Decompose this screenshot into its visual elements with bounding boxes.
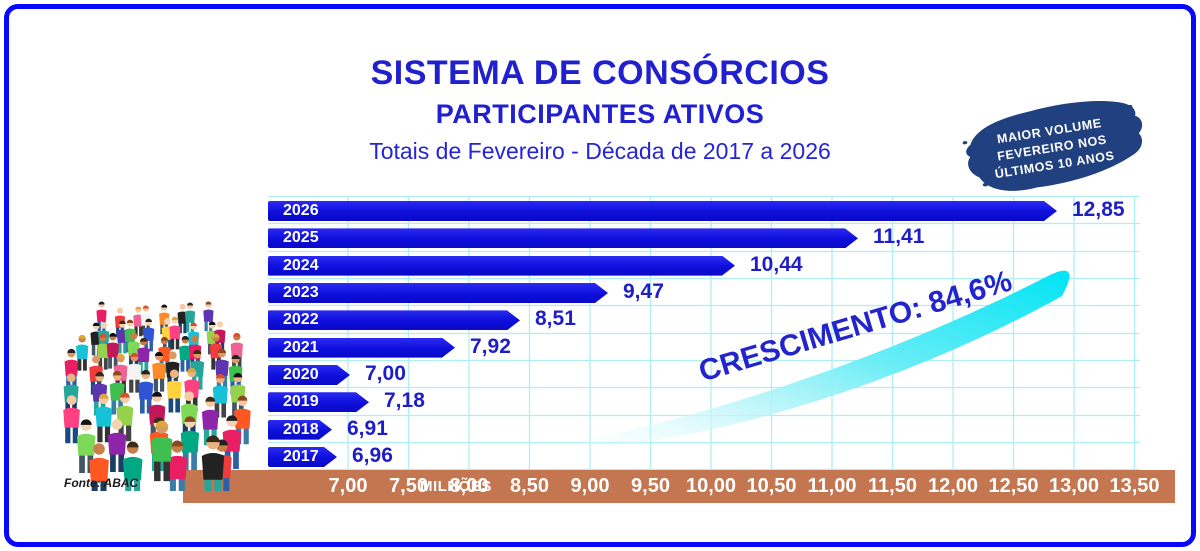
person-figure: [151, 420, 173, 482]
person-figure: [212, 373, 228, 418]
person-figure: [167, 440, 188, 491]
bar-value-label: 11,41: [873, 225, 925, 249]
axis-tick-11,50: 11,50: [868, 475, 917, 497]
person-figure: [106, 332, 119, 369]
bar-value-label: 10,44: [750, 252, 803, 276]
bar-year-label: 2018: [283, 420, 319, 438]
title-block: SISTEMA DE CONSÓRCIOS PARTICIPANTES ATIV…: [0, 54, 1200, 165]
bar-2020: 2020: [268, 365, 350, 385]
bar-2017: 2017: [268, 447, 337, 467]
axis-tick-13,00: 13,00: [1048, 475, 1100, 497]
bar-value-label: 12,85: [1072, 198, 1125, 221]
brush-stroke-icon: [962, 101, 1143, 191]
growth-swoosh-icon: [587, 270, 1070, 448]
person-figure: [201, 435, 225, 491]
person-figure: [138, 369, 154, 414]
person-figure: [234, 395, 251, 445]
person-figure: [152, 351, 166, 392]
bar-2022: 2022: [268, 310, 520, 330]
axis-tick-8,00: 8,00: [449, 475, 489, 497]
person-figure: [122, 441, 143, 491]
axis-tick-7,00: 7,00: [328, 475, 368, 497]
bar-value-label: 8,51: [535, 307, 576, 331]
person-figure: [169, 316, 181, 350]
bar-year-label: 2017: [283, 447, 319, 465]
axis-tick-12,50: 12,50: [988, 475, 1039, 497]
person-figure: [89, 443, 109, 491]
bar-value-label: 9,47: [623, 279, 664, 303]
bar-year-label: 2020: [283, 365, 319, 383]
person-figure: [63, 395, 80, 444]
bar-2025: 2025: [268, 228, 858, 248]
bar-2021: 2021: [268, 338, 455, 358]
axis-tick-9,50: 9,50: [631, 475, 670, 497]
period-caption: Totais de Fevereiro - Década de 2017 a 2…: [369, 138, 831, 164]
axis-tick-8,50: 8,50: [510, 475, 549, 497]
axis-tick-12,00: 12,00: [927, 475, 979, 497]
person-figure: [179, 335, 192, 372]
person-figure: [184, 302, 196, 333]
person-figure: [77, 419, 96, 473]
person-figure: [95, 393, 113, 443]
bar-2018: 2018: [268, 420, 332, 440]
page-title: SISTEMA DE CONSÓRCIOS: [370, 54, 830, 92]
axis-tick-10,50: 10,50: [746, 475, 797, 497]
bar-2024: 2024: [268, 256, 735, 276]
person-figure: [96, 333, 110, 370]
bar-year-label: 2019: [283, 393, 319, 411]
axis-unit-label: MILHÕES: [420, 478, 492, 495]
bar-2026: 2026: [268, 201, 1057, 221]
bar-year-label: 2021: [283, 338, 319, 356]
axis-tick-7,50: 7,50: [389, 475, 428, 497]
page-subtitle: PARTICIPANTES ATIVOS: [435, 99, 765, 129]
axis-tick-10,00: 10,00: [685, 475, 737, 497]
bar-year-label: 2026: [283, 202, 319, 219]
bar-year-label: 2024: [283, 256, 319, 274]
axis-tick-13,50: 13,50: [1109, 475, 1160, 497]
person-figure: [64, 348, 79, 389]
axis-tick-11,00: 11,00: [807, 475, 857, 497]
person-figure: [230, 332, 243, 369]
bar-year-label: 2022: [283, 311, 319, 329]
crowd-illustration: [63, 301, 251, 491]
person-figure: [166, 369, 182, 413]
highlight-badge: MAIOR VOLUME FEVEREIRO NOS ÚLTIMOS 10 AN…: [951, 84, 1152, 212]
person-figure: [107, 419, 127, 472]
bar-value-label: 6,91: [347, 416, 388, 440]
bar-year-label: 2023: [283, 283, 319, 301]
bar-value-label: 7,00: [365, 361, 406, 385]
bar-value-label: 7,18: [384, 389, 425, 413]
bar-value-label: 6,96: [352, 443, 393, 467]
bar-year-label: 2025: [283, 229, 319, 247]
person-figure: [127, 352, 142, 393]
bar-value-label: 7,92: [470, 334, 511, 358]
bar-2023: 2023: [268, 283, 608, 303]
bar-2019: 2019: [268, 392, 369, 412]
x-axis: MILHÕES 7,00 7,50 8,00 8,50 9,00 9,50 10,00 10,…: [183, 470, 1175, 503]
source-caption: Fonte: ABAC: [64, 476, 139, 490]
person-figure: [76, 334, 89, 371]
axis-tick-9,00: 9,00: [570, 475, 610, 497]
